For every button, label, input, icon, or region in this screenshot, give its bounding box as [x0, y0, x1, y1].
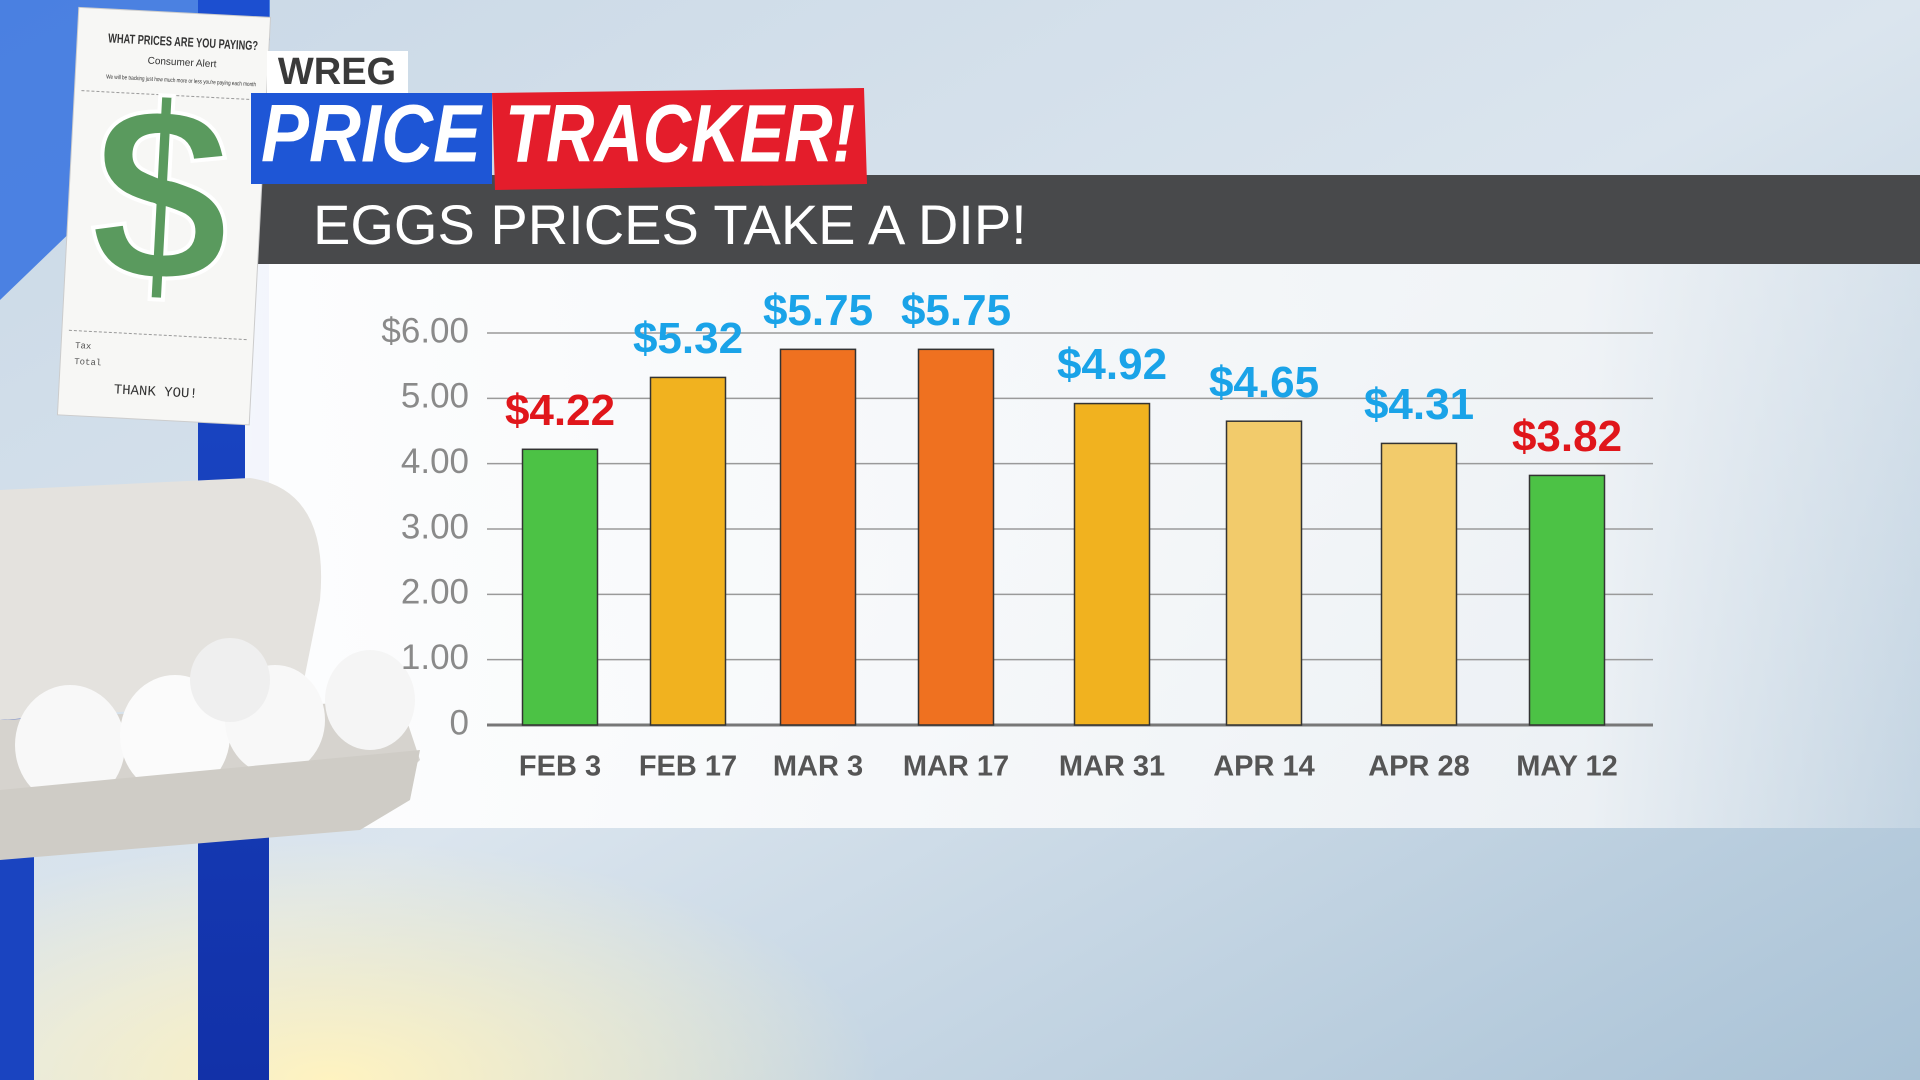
- value-label: $4.65: [1209, 358, 1319, 407]
- x-tick-label: MAR 31: [1059, 751, 1165, 783]
- receipt-total: Total: [74, 357, 102, 368]
- x-tick-label: MAR 3: [773, 751, 863, 783]
- y-tick-label: 5.00: [401, 377, 469, 416]
- value-label: $5.75: [763, 286, 873, 335]
- value-label: $4.22: [505, 386, 615, 435]
- x-tick-label: FEB 17: [639, 751, 737, 783]
- egg: [325, 650, 415, 750]
- value-label: $4.31: [1364, 380, 1474, 429]
- y-tick-label: 0: [450, 703, 469, 742]
- price-box: [251, 93, 492, 184]
- y-tick-label: 3.00: [401, 507, 469, 546]
- x-tick-label: MAY 12: [1516, 751, 1618, 783]
- value-label: $5.75: [901, 286, 1011, 335]
- bar: [1380, 442, 1458, 726]
- receipt-subtitle: Consumer Alert: [147, 56, 217, 71]
- y-tick-label: $6.00: [381, 311, 469, 350]
- x-tick-label: APR 28: [1368, 751, 1470, 783]
- x-tick-label: MAR 17: [903, 751, 1009, 783]
- receipt-paper: [56, 6, 272, 426]
- bar: [779, 348, 857, 726]
- carton-cups: [0, 750, 420, 860]
- value-label: $4.92: [1057, 340, 1167, 389]
- bar: [521, 448, 599, 726]
- brand-right: TRACKER!: [505, 89, 855, 180]
- y-tick-label: 4.00: [401, 442, 469, 481]
- egg: [190, 638, 270, 722]
- y-tick-label: 1.00: [401, 638, 469, 677]
- station: WREG: [278, 51, 396, 93]
- brand-left: PRICE: [261, 89, 483, 180]
- tracker-box: [492, 88, 867, 190]
- x-tick-label: FEB 3: [519, 751, 601, 783]
- value-label: $5.32: [633, 314, 743, 363]
- receipt-thanks: THANK YOU!: [113, 382, 198, 402]
- receipt: WHAT PRICES ARE YOU PAYING? Consumer Ale…: [56, 6, 272, 426]
- title-bar: [239, 175, 1920, 264]
- bar: [649, 376, 727, 726]
- receipt-tax: Tax: [75, 341, 92, 352]
- bar: [917, 348, 995, 726]
- egg-carton: [0, 478, 420, 860]
- bar: [1528, 474, 1606, 726]
- dollar-sign: $: [84, 52, 237, 338]
- station-box: [267, 51, 408, 93]
- plot: 0 1.00 2.00 3.00 4.00 5.00 $6.00 FEB 3 $4.22 FEB …: [381, 286, 1653, 783]
- y-tick-label: 2.00: [401, 573, 469, 612]
- chart-title: EGGS PRICES TAKE A DIP!: [313, 193, 1027, 256]
- x-tick-label: APR 14: [1213, 751, 1315, 783]
- egg: [15, 685, 125, 805]
- bar: [1225, 420, 1303, 726]
- bar: [1073, 402, 1151, 726]
- value-label: $3.82: [1512, 412, 1622, 461]
